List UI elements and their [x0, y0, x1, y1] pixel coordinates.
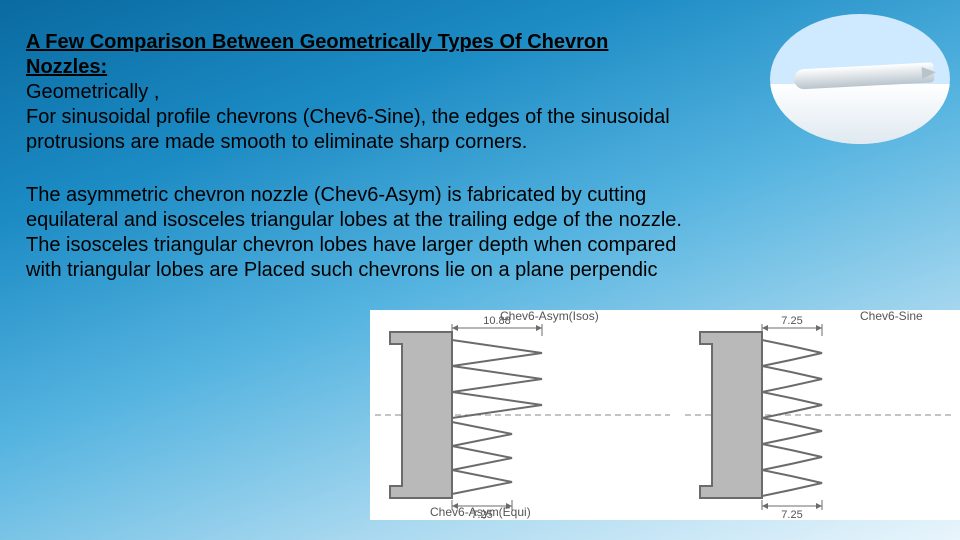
chevron-isos [452, 340, 542, 418]
para1-line1: Geometrically , [26, 81, 159, 103]
label-asym-isos: Chev6-Asym(Isos) [500, 310, 599, 323]
aircraft-image [770, 14, 950, 144]
chevron-equi [452, 422, 512, 494]
text-block: A Few Comparison Between Geometrically T… [26, 30, 686, 283]
dim-sine-top: 7.25 [762, 315, 822, 336]
para1-rest: For sinusoidal profile chevrons (Chev6-S… [26, 106, 670, 153]
dim-sine-bottom: 7.25 [762, 500, 822, 520]
dim-sine-bottom-label: 7.25 [781, 509, 802, 520]
nozzle-diagram: 10.88 7.25 Chev6-Asym(Isos) Chev6-Asym(E… [370, 310, 960, 520]
label-asym-equi: Chev6-Asym(Equi) [430, 505, 531, 519]
heading: A Few Comparison Between Geometrically T… [26, 31, 608, 78]
slide: A Few Comparison Between Geometrically T… [0, 0, 960, 540]
chevron-sine [762, 340, 822, 496]
dim-sine-top-label: 7.25 [781, 315, 802, 327]
clouds [770, 84, 950, 144]
right-nozzle: 7.25 7.25 [700, 315, 822, 520]
left-nozzle: 10.88 7.25 [390, 315, 542, 520]
label-sine: Chev6-Sine [860, 310, 923, 323]
para2: The asymmetric chevron nozzle (Chev6-Asy… [26, 183, 686, 283]
